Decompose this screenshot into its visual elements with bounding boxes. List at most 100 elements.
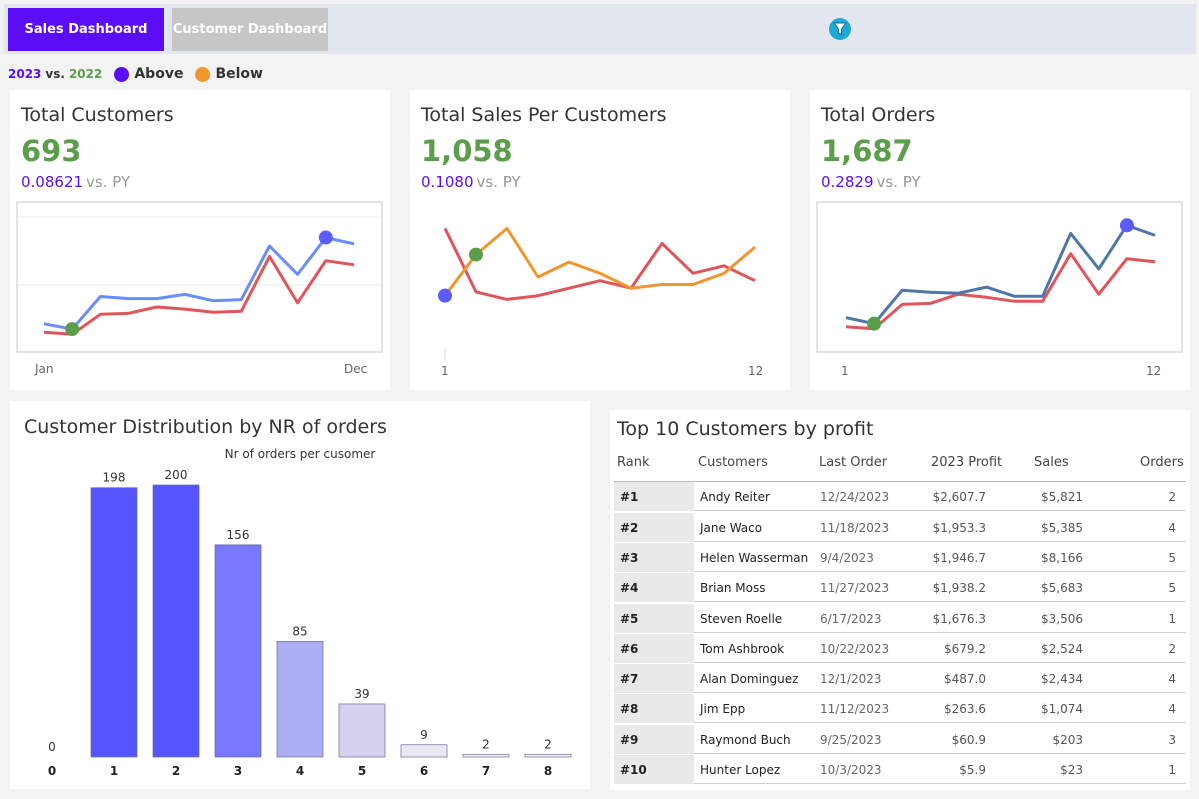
last-order-date: 11/12/2023 — [820, 702, 890, 716]
max-point-marker — [1119, 218, 1134, 233]
customer-name: Brian Moss — [700, 581, 766, 595]
table-row[interactable]: #10 Hunter Lopez 10/3/2023 $5.9 $23 1 — [614, 755, 1186, 784]
rank-cell: #9 — [614, 725, 694, 754]
bar-value-label: 198 — [103, 471, 126, 485]
profit-value: $679.2 — [944, 642, 986, 656]
kpi-change: 0.2829 vs. PY — [821, 173, 921, 191]
profit-value: $5.9 — [959, 763, 986, 777]
current-year-line — [845, 223, 1156, 326]
current-year-line — [443, 226, 756, 297]
customer-name: Tom Ashbrook — [700, 642, 785, 656]
max-point-marker — [318, 230, 333, 245]
kpi-vs-label: vs. PY — [476, 173, 521, 191]
orders-value: 2 — [1168, 642, 1176, 656]
min-point-marker — [65, 322, 80, 337]
sparkline-chart — [816, 201, 1183, 353]
table-row[interactable]: #4 Brian Moss 11/27/2023 $1,938.2 $5,683 5 — [614, 573, 1186, 602]
sales-value: $8,166 — [1041, 551, 1083, 565]
above-dot-icon — [114, 66, 130, 82]
category-label: 7 — [482, 764, 490, 778]
last-order-date: 12/1/2023 — [820, 672, 882, 686]
x-axis-end-label: 12 — [748, 364, 764, 378]
category-label: 3 — [234, 764, 242, 778]
legend-above: Above — [134, 66, 184, 82]
bar — [462, 753, 510, 758]
legend-year-current: 2023 — [8, 67, 42, 81]
max-point-marker — [438, 288, 452, 303]
kpi-title: Total Sales Per Customers — [421, 104, 667, 126]
x-axis-start-label: 1 — [841, 364, 849, 378]
kpi-card-total-orders: Total Orders 1,687 0.2829 vs. PY 1 12 — [810, 90, 1190, 390]
chart-title: Nr of orders per cusomer — [225, 447, 376, 461]
last-order-date: 9/25/2023 — [820, 733, 882, 747]
sales-dashboard-button[interactable]: Sales Dashboard — [8, 8, 164, 51]
min-point-marker — [867, 316, 882, 331]
sales-value: $2,434 — [1041, 672, 1083, 686]
last-order-date: 9/4/2023 — [820, 551, 874, 565]
bar-value-label: 9 — [420, 728, 428, 742]
top10-title: Top 10 Customers by profit — [617, 418, 874, 440]
rank-cell: #7 — [614, 664, 694, 693]
profit-value: $487.0 — [944, 672, 986, 686]
bar — [338, 703, 386, 758]
header-sales[interactable]: Sales — [1034, 455, 1069, 470]
orders-value: 4 — [1168, 702, 1176, 716]
header-profit[interactable]: 2023 Profit — [931, 455, 1003, 470]
kpi-title: Total Orders — [821, 104, 936, 126]
category-label: 4 — [296, 764, 304, 778]
customer-name: Alan Dominguez — [700, 672, 799, 686]
min-point-marker — [469, 247, 483, 262]
rank-cell: #6 — [614, 634, 694, 663]
category-label: 0 — [48, 764, 56, 778]
customer-name: Andy Reiter — [700, 490, 770, 504]
customer-name: Raymond Buch — [700, 733, 791, 747]
table-row[interactable]: #6 Tom Ashbrook 10/22/2023 $679.2 $2,524 2 — [614, 634, 1186, 663]
bar-value-label: 156 — [227, 528, 250, 542]
x-axis-start-label: Jan — [35, 362, 54, 376]
kpi-card-sales-per-customer: Total Sales Per Customers 1,058 0.1080 vs… — [410, 90, 790, 390]
funnel-icon — [833, 22, 847, 36]
distribution-bar-chart: Nr of orders per cusomer 0 0 198 1 200 2 156 3 8… — [48, 447, 572, 778]
kpi-card-total-customers: Total Customers 693 0.08621 vs. PY Jan De… — [10, 90, 390, 390]
bar — [90, 487, 138, 758]
header-orders[interactable]: Orders — [1140, 455, 1184, 470]
rank-cell: #4 — [614, 573, 694, 602]
header-last-order[interactable]: Last Order — [819, 455, 888, 470]
orders-value: 1 — [1168, 612, 1176, 626]
table-row[interactable]: #5 Steven Roelle 6/17/2023 $1,676.3 $3,506 1 — [614, 604, 1186, 633]
last-order-date: 11/27/2023 — [820, 581, 890, 595]
orders-value: 3 — [1168, 733, 1176, 747]
bar-value-label: 85 — [292, 624, 307, 638]
plot-frame — [16, 201, 383, 353]
bar — [524, 753, 572, 758]
distribution-title: Customer Distribution by NR of orders — [24, 416, 387, 438]
rank-cell: #1 — [614, 482, 694, 511]
profit-value: $1,938.2 — [932, 581, 986, 595]
legend-year-previous: 2022 — [68, 67, 103, 81]
table-row[interactable]: #2 Jane Waco 11/18/2023 $1,953.3 $5,385 4 — [614, 513, 1186, 542]
table-row[interactable]: #1 Andy Reiter 12/24/2023 $2,607.7 $5,821 2 — [614, 482, 1186, 511]
last-order-date: 6/17/2023 — [820, 612, 882, 626]
table-row[interactable]: #9 Raymond Buch 9/25/2023 $60.9 $203 3 — [614, 725, 1186, 754]
kpi-pct: 0.08621 — [21, 173, 84, 191]
rank-cell: #3 — [614, 543, 694, 572]
category-label: 5 — [358, 764, 366, 778]
customer-dashboard-button[interactable]: Customer Dashboard — [172, 8, 328, 51]
customer-name: Jim Epp — [700, 702, 746, 716]
bar-value-label: 2 — [482, 737, 490, 751]
below-dot-icon — [195, 66, 211, 82]
filter-icon[interactable] — [829, 18, 851, 40]
bar — [400, 744, 448, 758]
profit-value: $1,953.3 — [932, 521, 986, 535]
last-order-date: 10/22/2023 — [820, 642, 890, 656]
table-row[interactable]: #7 Alan Dominguez 12/1/2023 $487.0 $2,434 4 — [614, 664, 1186, 693]
bar-value-label: 0 — [48, 740, 56, 754]
previous-year-line — [443, 227, 756, 301]
table-row[interactable]: #3 Helen Wasserman 9/4/2023 $1,946.7 $8,166 5 — [614, 543, 1186, 572]
header-customers[interactable]: Customers — [698, 455, 768, 470]
top-navigation-bar: Sales Dashboard Customer Dashboard — [4, 4, 1196, 54]
last-order-date: 12/24/2023 — [820, 490, 890, 504]
kpi-vs-label: vs. PY — [86, 173, 131, 191]
table-row[interactable]: #8 Jim Epp 11/12/2023 $263.6 $1,074 4 — [614, 694, 1186, 723]
header-rank[interactable]: Rank — [617, 455, 650, 470]
